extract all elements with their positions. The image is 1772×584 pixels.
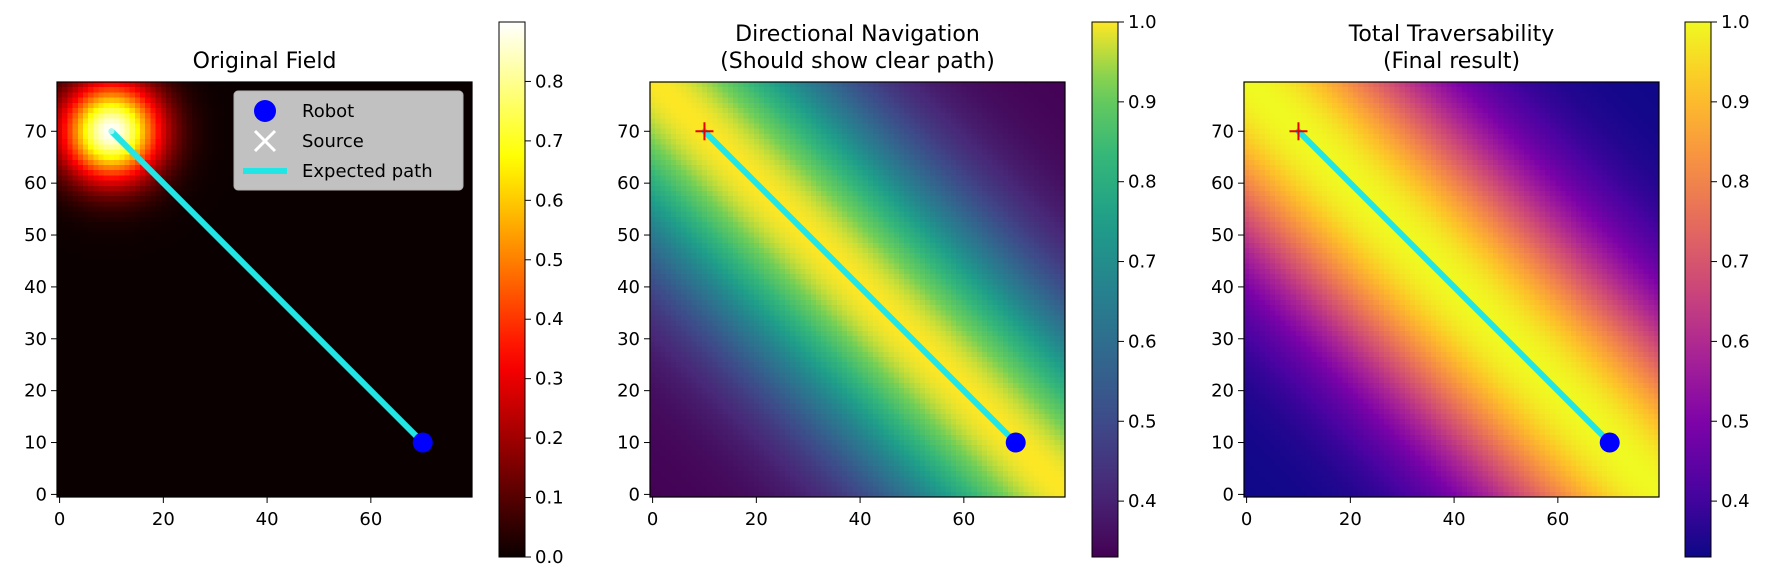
legend-label: Robot [302,101,354,122]
legend-robot-symbol [254,100,276,122]
robot-marker [1599,432,1620,453]
colorbar-tick-label: 0.8 [1721,172,1750,193]
x-tick-label: 20 [152,509,175,530]
legend-box [233,90,464,191]
x-tick-label: 60 [1546,509,1569,530]
colorbar-tick-label: 0.8 [1128,172,1157,193]
y-tick-label: 70 [24,121,47,142]
y-tick-label: 0 [36,484,47,505]
legend-label: Expected path [302,161,433,182]
colorbar-tick-label: 0.3 [535,369,564,390]
expected-path-line [701,128,1019,446]
chart-subtitle: (Should show clear path) [720,49,995,74]
y-tick-label: 30 [617,329,640,350]
x-tick-label: 20 [745,509,768,530]
colorbar-tick-label: 0.6 [1128,331,1157,352]
x-tick-label: 60 [359,509,382,530]
chart-title: Directional Navigation [735,22,980,47]
y-tick-label: 60 [1211,173,1234,194]
colorbar-tick-label: 0.4 [1128,491,1157,512]
y-tick-label: 10 [1211,433,1234,454]
colorbar-tick-label: 0.9 [1128,92,1157,113]
expected-path-line [1295,128,1613,446]
y-tick-label: 70 [617,121,640,142]
y-tick-label: 20 [24,381,47,402]
axes-frame [56,81,473,498]
y-tick-label: 10 [24,433,47,454]
x-tick-label: 0 [647,509,658,530]
y-tick-label: 20 [617,381,640,402]
robot-marker [412,432,433,453]
y-tick-label: 50 [1211,225,1234,246]
colorbar-tick-label: 1.0 [1128,12,1157,33]
colorbar-gradient [1091,21,1119,558]
colorbar-tick-label: 0.2 [535,428,564,449]
source-marker [108,128,115,135]
source-marker [695,122,714,141]
colorbar-tick-label: 0.7 [1128,252,1157,273]
source-marker [1289,122,1308,141]
y-tick-label: 70 [1211,121,1234,142]
robot-marker [1005,432,1026,453]
x-tick-label: 0 [54,509,65,530]
colorbar-tick-label: 0.6 [535,190,564,211]
colorbar-tick-label: 0.6 [1721,331,1750,352]
colorbar-tick-label: 0.5 [1721,411,1750,432]
subplot-3: 0 20 40 60 0 10 20 30 40 50 60 70 Total Traversabili… [1211,12,1750,558]
y-tick-label: 60 [24,173,47,194]
y-tick-label: 0 [1223,484,1234,505]
y-tick-label: 40 [617,277,640,298]
y-tick-label: 60 [617,173,640,194]
colorbar-tick-label: 0.8 [535,71,564,92]
colorbar-tick-label: 1.0 [1721,12,1750,33]
colorbar-tick-label: 0.7 [535,131,564,152]
chart-title: Original Field [193,49,337,74]
colorbar-gradient [498,21,526,558]
heatmap-image [650,82,1065,497]
colorbar-gradient [1684,21,1712,558]
x-tick-label: 40 [1443,509,1466,530]
chart-subtitle: (Final result) [1383,49,1520,74]
legend-source-symbol [253,129,277,153]
colorbar-tick-label: 0.9 [1721,92,1750,113]
y-tick-label: 50 [617,225,640,246]
axes-frame [1243,81,1660,498]
colorbar-tick-label: 0.5 [1128,411,1157,432]
colorbar-tick-label: 0.5 [535,250,564,271]
axes-frame [649,81,1066,498]
y-tick-label: 30 [1211,329,1234,350]
chart-title: Total Traversability [1348,22,1555,47]
colorbar-tick-label: 0.4 [1721,491,1750,512]
x-tick-label: 60 [952,509,975,530]
y-tick-label: 20 [1211,381,1234,402]
colorbar-tick-label: 0.0 [535,547,564,568]
x-tick-label: 20 [1339,509,1362,530]
y-tick-label: 10 [617,433,640,454]
y-tick-label: 30 [24,329,47,350]
subplot-2: 0 20 40 60 0 10 20 30 40 50 60 70 Directional Naviga… [617,12,1157,558]
colorbar-tick-label: 0.1 [535,488,564,509]
x-tick-label: 0 [1241,509,1252,530]
colorbar-tick-label: 0.7 [1721,252,1750,273]
colorbar: 0.4 0.5 0.6 0.7 0.8 0.9 1.0 [1684,12,1750,558]
expected-path-line [108,128,426,446]
colorbar-tick-label: 0.4 [535,309,564,330]
x-tick-label: 40 [256,509,279,530]
colorbar: 0.4 0.5 0.6 0.7 0.8 0.9 1.0 [1091,12,1157,558]
y-tick-label: 50 [24,225,47,246]
y-tick-label: 0 [629,484,640,505]
x-tick-label: 40 [849,509,872,530]
colorbar: 0.0 0.1 0.2 0.3 0.4 0.5 0.6 0.7 0.8 [498,21,564,568]
y-tick-label: 40 [1211,277,1234,298]
legend: Robot Source Expected path [233,90,464,191]
y-tick-label: 40 [24,277,47,298]
heatmap-image [1244,82,1659,497]
legend-label: Source [302,131,364,152]
